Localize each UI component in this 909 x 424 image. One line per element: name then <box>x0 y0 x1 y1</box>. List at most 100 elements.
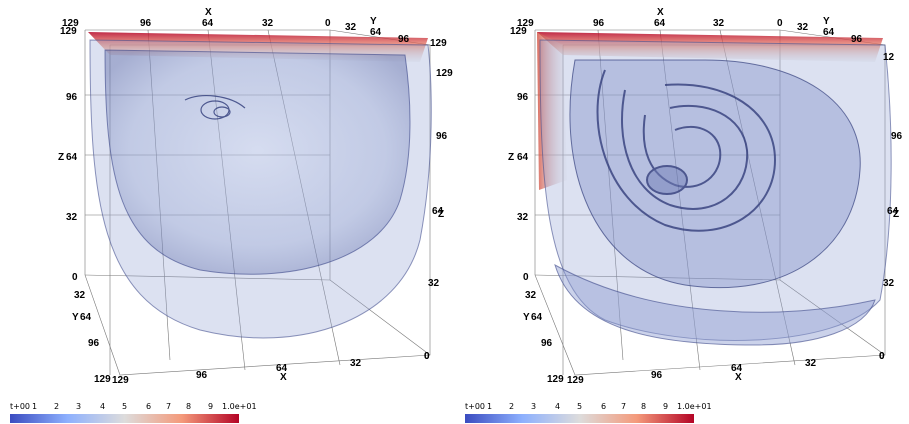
z-left-title: Z <box>58 152 64 163</box>
x-bottom-tick: 0 <box>424 351 430 362</box>
colorbar-tick: 3 <box>76 402 82 411</box>
colorbar-tick: 2 <box>54 402 60 411</box>
colorbar-tick: 1.0e+01 <box>677 402 712 411</box>
z-right-tick: 96 <box>436 131 448 142</box>
z-right-tick: 96 <box>891 131 903 142</box>
y-top-tick: 129 <box>430 38 447 49</box>
axis-labels-right: 129 96 64 32 0 X 32 64 96 12 Y 129 96 64… <box>508 7 903 386</box>
z-right-tick: 129 <box>436 68 453 79</box>
colorbar-tick: 7 <box>621 402 627 411</box>
colorbar-tick: 1.0e+01 <box>222 402 257 411</box>
z-left-tick: 32 <box>517 212 529 223</box>
y-left-tick: 129 <box>547 374 564 385</box>
y-left-tick: 129 <box>94 374 111 385</box>
x-bottom-tick: 0 <box>879 351 885 362</box>
colorbar-tick: 5 <box>577 402 583 411</box>
x-top-title: X <box>205 7 212 18</box>
z-right-tick: 32 <box>428 278 440 289</box>
colorbar-tick: 9 <box>208 402 214 411</box>
y-left-tick: 96 <box>541 338 553 349</box>
z-left-title: Z <box>508 152 514 163</box>
y-top-tick: 32 <box>345 22 357 33</box>
colorbar-tick: 8 <box>186 402 192 411</box>
x-bottom-tick: 32 <box>350 358 362 369</box>
colorbar-tick: 1 <box>487 402 493 411</box>
z-left-tick: 32 <box>66 212 78 223</box>
z-left-tick: 96 <box>66 92 78 103</box>
x-bottom-tick: 64 <box>276 363 288 374</box>
x-bottom-title: X <box>735 372 742 383</box>
y-top-tick: 96 <box>851 34 863 45</box>
y-top-tick: 32 <box>797 22 809 33</box>
volume-render-left <box>84 29 432 376</box>
colorbar-tick: 4 <box>100 402 106 411</box>
x-bottom-tick: 129 <box>112 375 129 386</box>
colorbar-tick: 7 <box>166 402 172 411</box>
y-top-title: Y <box>823 16 830 27</box>
y-left-title: Y <box>523 312 530 323</box>
y-left-tick: 32 <box>74 290 86 301</box>
colorbar-tick: 4 <box>555 402 561 411</box>
y-top-tick: 96 <box>398 34 410 45</box>
isosurface-outer-right <box>539 39 892 341</box>
y-top-tick: 64 <box>823 27 835 38</box>
z-left-tick: 64 <box>517 152 529 163</box>
y-left-title: Y <box>72 312 79 323</box>
x-top-tick: 64 <box>202 18 214 29</box>
colorbar-tick: 8 <box>641 402 647 411</box>
x-top-tick: 0 <box>777 18 783 29</box>
x-top-tick: 32 <box>262 18 274 29</box>
colorbar-right <box>465 414 694 423</box>
x-bottom-tick: 32 <box>805 358 817 369</box>
z-left-tick: 0 <box>523 272 529 283</box>
x-top-tick: 0 <box>325 18 331 29</box>
y-top-title: Y <box>370 16 377 27</box>
y-top-tick: 12 <box>883 52 895 63</box>
z-left-tick: 96 <box>517 92 529 103</box>
z-right-tick: 32 <box>883 278 895 289</box>
y-left-tick: 64 <box>80 312 92 323</box>
x-bottom-tick: 129 <box>567 375 584 386</box>
z-right-tick: 64 <box>432 206 444 217</box>
render-view-left[interactable]: 129 96 64 32 0 X 32 64 96 129 Y 129 96 6… <box>0 0 454 424</box>
z-left-tick: 129 <box>510 26 527 37</box>
volume-render-right <box>534 29 892 376</box>
x-top-tick: 96 <box>140 18 152 29</box>
x-top-tick: 32 <box>713 18 725 29</box>
surface-band-left-right <box>537 32 567 190</box>
surface-band-top-right <box>537 32 883 62</box>
colorbar-ticks-right: t+00 1 2 3 4 5 6 7 8 9 1.0e+01 <box>465 402 765 414</box>
x-bottom-tick: 96 <box>651 370 663 381</box>
colorbar-ticks-left: t+00 1 2 3 4 5 6 7 8 9 1.0e+01 <box>10 402 310 414</box>
isosurface-inner-left <box>104 49 411 275</box>
y-left-tick: 32 <box>525 290 537 301</box>
z-left-tick: 0 <box>72 272 78 283</box>
render-view-right[interactable]: 129 96 64 32 0 X 32 64 96 12 Y 129 96 64… <box>455 0 909 424</box>
z-right-title: Z <box>893 209 899 220</box>
colorbar-tick: 2 <box>509 402 515 411</box>
x-bottom-tick: 64 <box>731 363 743 374</box>
x-top-tick: 96 <box>593 18 605 29</box>
z-right-tick: 0 <box>424 351 430 362</box>
x-bottom-title: X <box>280 372 287 383</box>
axis-labels-left: 129 96 64 32 0 X 32 64 96 129 Y 129 96 6… <box>58 7 453 386</box>
colorbar-tick: t+00 <box>465 402 486 411</box>
colorbar-tick: 6 <box>146 402 152 411</box>
z-right-title: Z <box>438 209 444 220</box>
y-left-tick: 64 <box>531 312 543 323</box>
colorbar-tick: 5 <box>122 402 128 411</box>
colorbar-tick: t+00 <box>10 402 31 411</box>
x-bottom-tick: 96 <box>196 370 208 381</box>
colorbar-tick: 1 <box>32 402 38 411</box>
colorbar-tick: 3 <box>531 402 537 411</box>
x-top-tick: 129 <box>62 18 79 29</box>
colorbar-tick: 6 <box>601 402 607 411</box>
y-top-tick: 64 <box>370 27 382 38</box>
x-top-tick: 129 <box>517 18 534 29</box>
y-left-tick: 96 <box>88 338 100 349</box>
vortex-core-right <box>596 69 777 232</box>
vortex-core-left <box>184 95 246 120</box>
z-left-tick: 129 <box>60 26 77 37</box>
isosurface-lower-lobe-right <box>554 263 876 346</box>
z-right-tick: 0 <box>879 351 885 362</box>
